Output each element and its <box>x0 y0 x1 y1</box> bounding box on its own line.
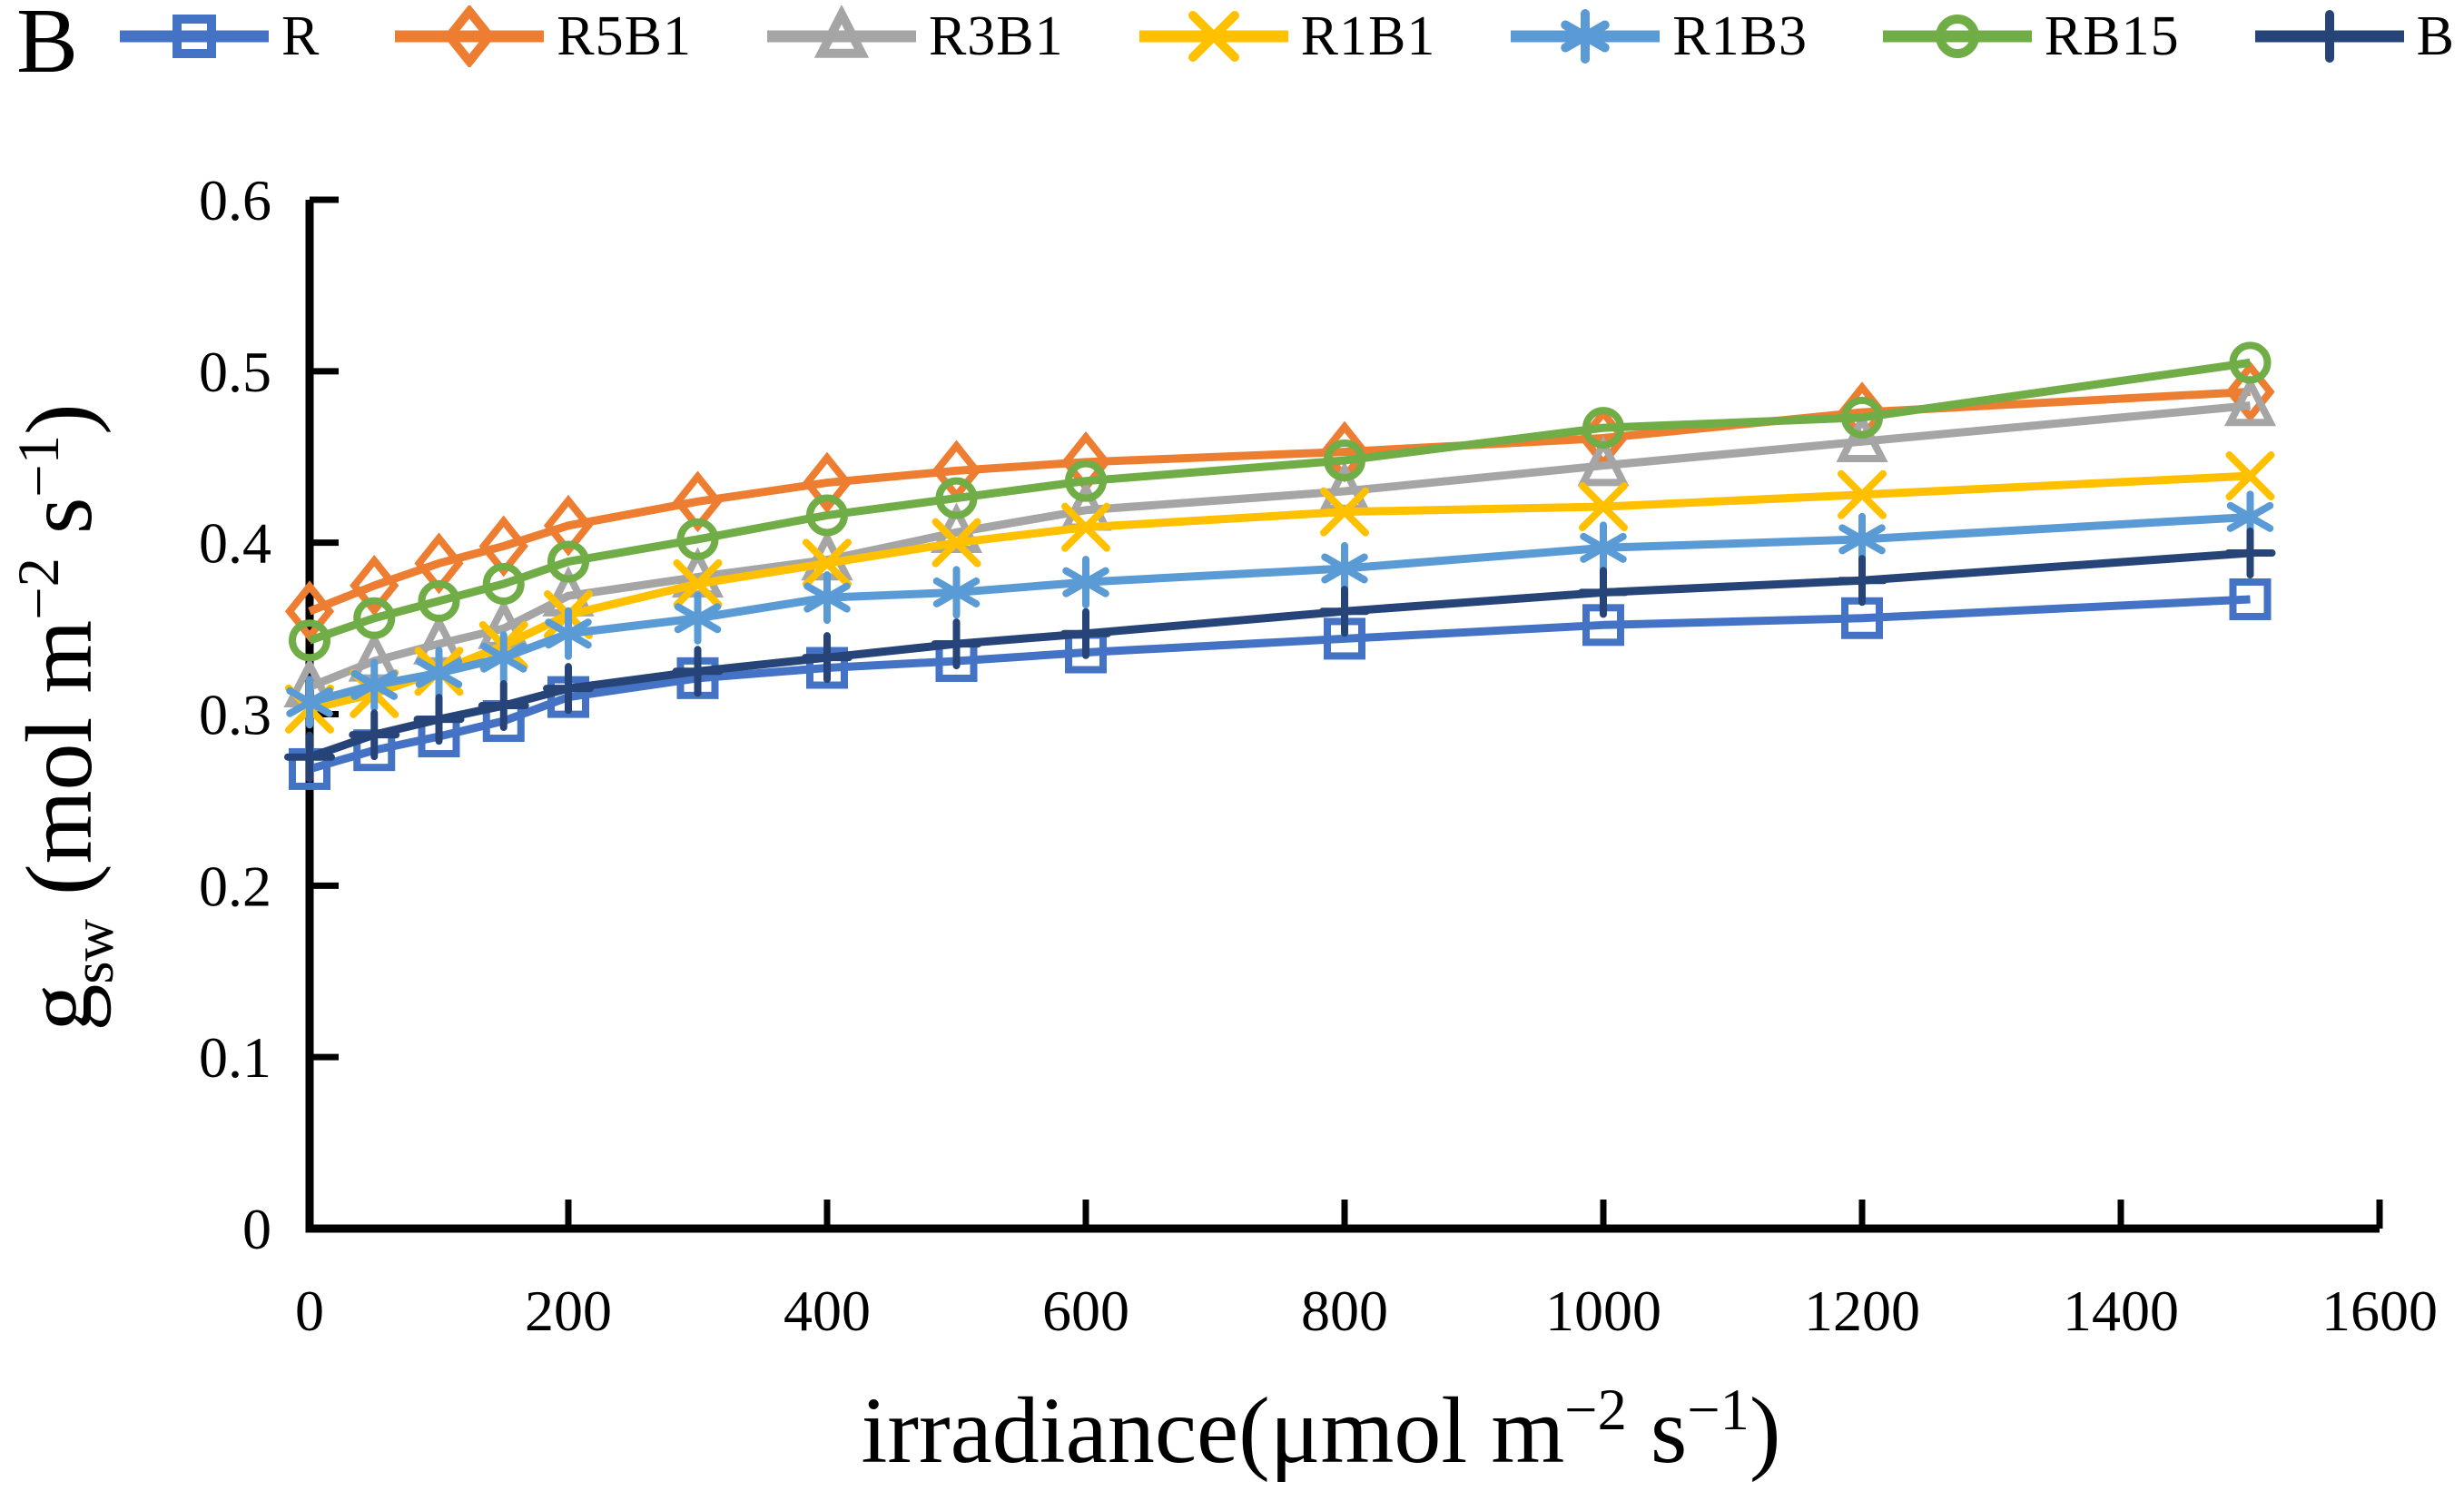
legend-label: R <box>281 5 320 67</box>
y-tick-label: 0.6 <box>199 168 271 232</box>
legend-label: B <box>2416 5 2455 67</box>
x-tick-label: 400 <box>784 1279 871 1343</box>
legend-item-R1B3: R1B3 <box>1507 5 1808 67</box>
x-tick-label: 1600 <box>2321 1279 2438 1343</box>
x-axis-title: irradiance(μmol m−2 s−1) <box>861 1378 1780 1483</box>
legend-item-R3B1: R3B1 <box>764 5 1064 67</box>
legend-label: R3B1 <box>928 5 1064 67</box>
x-tick-label: 800 <box>1301 1279 1388 1343</box>
x-tick-label: 1400 <box>2063 1279 2179 1343</box>
legend-item-RB15: RB15 <box>1879 5 2180 67</box>
y-tick-label: 0.2 <box>199 854 271 918</box>
series-B <box>284 527 2276 783</box>
y-tick-label: 0.5 <box>199 340 271 404</box>
legend-marker-circle-icon <box>1882 15 2032 58</box>
series-RB15 <box>289 341 2272 662</box>
legend-marker-asterisk-icon <box>1511 9 1661 64</box>
legend-marker-diamond-icon <box>395 5 545 67</box>
legend-marker-triangle-icon <box>766 5 916 58</box>
series-line-RB15 <box>308 358 2252 645</box>
y-tick-label: 0.3 <box>199 683 271 747</box>
y-tick-label: 0.1 <box>199 1025 271 1090</box>
legend-item-R: R <box>116 5 320 67</box>
panel-label: B <box>16 0 79 93</box>
series-R1B3 <box>286 490 2274 729</box>
axes <box>305 200 2380 1233</box>
legend-marker-square-icon <box>120 15 269 58</box>
y-axis-title: gsw (mol m−2 s−1) <box>6 403 125 1031</box>
legend-item-B: B <box>2252 5 2455 67</box>
series-line-B <box>308 548 2251 761</box>
legend-marker-plus-icon <box>2254 10 2404 63</box>
y-axis-ticks: 0 0.1 0.2 0.3 0.4 0.5 0.6 <box>199 168 339 1261</box>
legend-label: RB15 <box>2044 5 2180 67</box>
x-tick-label: 0 <box>295 1279 324 1343</box>
y-tick-label: 0.4 <box>199 511 271 576</box>
legend-item-R1B1: R1B1 <box>1136 5 1436 67</box>
x-tick-label: 1200 <box>1804 1279 1920 1343</box>
x-tick-label: 600 <box>1042 1279 1129 1343</box>
x-axis-ticks: 0 200 400 600 800 1000 1200 1400 1600 <box>295 1200 2438 1343</box>
x-tick-label: 1000 <box>1545 1279 1661 1343</box>
legend-label: R1B3 <box>1672 5 1808 67</box>
chart-legend: R R5B1 R3B1 R1B1 R1B3 RB15 B <box>116 5 2455 67</box>
series-R3B1 <box>283 375 2277 707</box>
y-tick-label: 0 <box>242 1197 271 1261</box>
legend-marker-x-icon <box>1138 11 1288 62</box>
legend-item-R5B1: R5B1 <box>391 5 692 67</box>
legend-label: R5B1 <box>557 5 693 67</box>
legend-label: R1B1 <box>1300 5 1436 67</box>
x-tick-label: 200 <box>525 1279 612 1343</box>
series-line-R5B1 <box>308 387 2251 616</box>
